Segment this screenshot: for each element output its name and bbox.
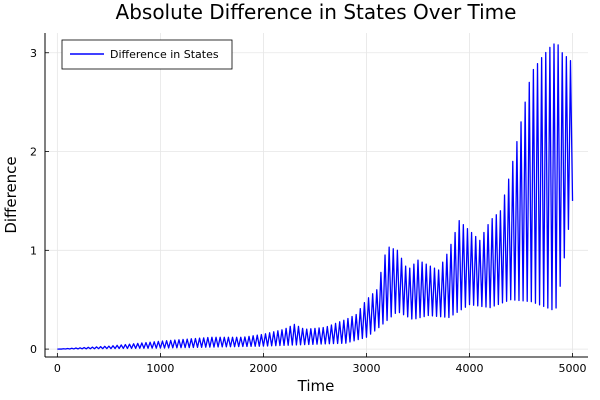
- series-group: [57, 43, 574, 350]
- y-ticks: 0 1 2 3: [30, 47, 49, 356]
- x-ticks: 0 1000 2000 3000 4000 5000: [54, 353, 587, 375]
- series-line: [57, 43, 574, 350]
- x-tick-label: 4000: [456, 362, 484, 375]
- x-tick-label: 5000: [559, 362, 587, 375]
- chart-title: Absolute Difference in States Over Time: [116, 0, 517, 24]
- x-axis-label: Time: [297, 377, 335, 395]
- y-tick-label: 0: [30, 343, 37, 356]
- x-tick-label: 2000: [249, 362, 277, 375]
- axes: [44, 33, 588, 358]
- y-tick-label: 3: [30, 47, 37, 60]
- y-tick-label: 2: [30, 146, 37, 159]
- x-tick-label: 1000: [146, 362, 174, 375]
- x-tick-label: 3000: [352, 362, 380, 375]
- legend-label: Difference in States: [110, 48, 219, 61]
- x-tick-label: 0: [54, 362, 61, 375]
- legend: Difference in States: [61, 39, 233, 70]
- y-tick-label: 1: [30, 244, 37, 257]
- y-axis-label: Difference: [2, 156, 20, 233]
